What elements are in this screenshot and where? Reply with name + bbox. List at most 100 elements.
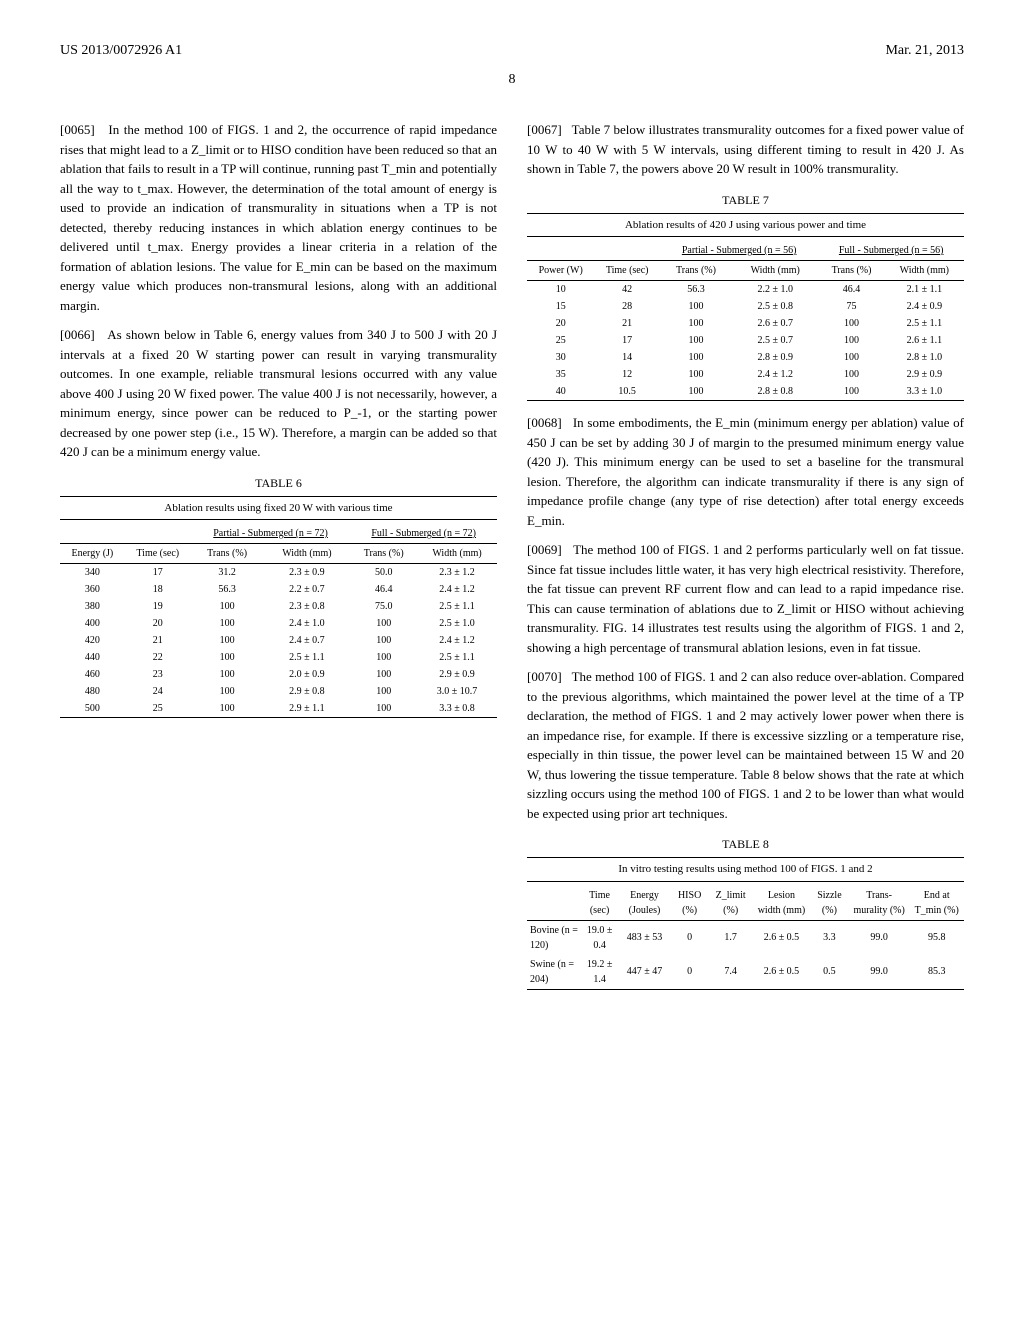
table-cell: 10: [527, 281, 594, 299]
table-cell: 56.3: [660, 281, 732, 299]
table-header-cell: Z_limit (%): [708, 886, 752, 921]
table-row: 15281002.5 ± 0.8752.4 ± 0.9: [527, 298, 964, 315]
table-cell: 14: [594, 349, 660, 366]
para-text: Table 7 below illustrates transmurality …: [527, 122, 964, 176]
table7-label: TABLE 7: [527, 191, 964, 209]
table-cell: 2.5 ± 1.1: [263, 649, 350, 666]
table7-group-full: Full - Submerged (n = 56): [818, 241, 964, 261]
table6: Partial - Submerged (n = 72) Full - Subm…: [60, 524, 497, 718]
table8: Time (sec)Energy (Joules)HISO (%)Z_limit…: [527, 886, 964, 990]
table-cell: 0: [671, 920, 709, 955]
para-text: The method 100 of FIGS. 1 and 2 can also…: [527, 669, 964, 821]
th-width2: Width (mm): [885, 261, 964, 281]
table-cell: 75.0: [350, 598, 417, 615]
table-cell: 400: [60, 615, 125, 632]
table-cell: 21: [594, 315, 660, 332]
table-cell: 99.0: [849, 920, 910, 955]
table-cell: 100: [818, 366, 884, 383]
table-cell: 100: [191, 649, 264, 666]
table-row: 500251002.9 ± 1.11003.3 ± 0.8: [60, 700, 497, 718]
table-cell: 46.4: [818, 281, 884, 299]
table-cell: 2.6 ± 0.5: [753, 955, 810, 990]
table-cell: 2.3 ± 0.8: [263, 598, 350, 615]
table-cell: 2.4 ± 1.2: [732, 366, 818, 383]
table-cell: 21: [125, 632, 191, 649]
table6-label: TABLE 6: [60, 474, 497, 492]
para-num: [0067]: [527, 122, 562, 137]
table-cell: 85.3: [909, 955, 964, 990]
table-cell: 2.6 ± 1.1: [885, 332, 964, 349]
para-num: [0070]: [527, 669, 562, 684]
table-row: 104256.32.2 ± 1.046.42.1 ± 1.1: [527, 281, 964, 299]
table-cell: 2.8 ± 1.0: [885, 349, 964, 366]
table-row: Bovine (n = 120)19.0 ± 0.4483 ± 5301.72.…: [527, 920, 964, 955]
table-cell: 100: [350, 632, 417, 649]
para-text: In some embodiments, the E_min (minimum …: [527, 415, 964, 528]
table-cell: 99.0: [849, 955, 910, 990]
table-cell: 2.4 ± 1.2: [417, 581, 497, 598]
para-num: [0066]: [60, 327, 95, 342]
th-time: Time (sec): [125, 544, 191, 564]
table-header-cell: Energy (Joules): [618, 886, 671, 921]
table-cell: 100: [191, 666, 264, 683]
table-cell: 35: [527, 366, 594, 383]
para-text: The method 100 of FIGS. 1 and 2 performs…: [527, 542, 964, 655]
table-cell: 46.4: [350, 581, 417, 598]
table-cell: 17: [125, 564, 191, 582]
table-cell: 20: [125, 615, 191, 632]
table-cell: 3.3: [810, 920, 849, 955]
table-row: 380191002.3 ± 0.875.02.5 ± 1.1: [60, 598, 497, 615]
table-cell: 40: [527, 383, 594, 401]
table-cell: 3.0 ± 10.7: [417, 683, 497, 700]
table-cell: 2.9 ± 0.9: [417, 666, 497, 683]
table6-group-full: Full - Submerged (n = 72): [350, 524, 497, 544]
para-text: In the method 100 of FIGS. 1 and 2, the …: [60, 122, 497, 313]
table-cell: 7.4: [708, 955, 752, 990]
table-cell: 19: [125, 598, 191, 615]
table-row: 440221002.5 ± 1.11002.5 ± 1.1: [60, 649, 497, 666]
table-row: 20211002.6 ± 0.71002.5 ± 1.1: [527, 315, 964, 332]
table-cell: 480: [60, 683, 125, 700]
table6-group-partial: Partial - Submerged (n = 72): [191, 524, 351, 544]
paragraph-0070: [0070] The method 100 of FIGS. 1 and 2 c…: [527, 667, 964, 823]
table-cell: 340: [60, 564, 125, 582]
table-cell: 2.4 ± 0.7: [263, 632, 350, 649]
table-cell: Swine (n = 204): [527, 955, 581, 990]
table-cell: 2.4 ± 0.9: [885, 298, 964, 315]
table-cell: 1.7: [708, 920, 752, 955]
table-cell: 2.5 ± 1.1: [885, 315, 964, 332]
table-row: 35121002.4 ± 1.21002.9 ± 0.9: [527, 366, 964, 383]
table-cell: 18: [125, 581, 191, 598]
table-cell: 100: [660, 366, 732, 383]
table-row: 25171002.5 ± 0.71002.6 ± 1.1: [527, 332, 964, 349]
table-header-cell: [527, 886, 581, 921]
table-cell: 100: [660, 349, 732, 366]
table-cell: 0: [671, 955, 709, 990]
table-cell: 2.4 ± 1.0: [263, 615, 350, 632]
table-cell: 2.8 ± 0.8: [732, 383, 818, 401]
table-cell: 2.5 ± 0.7: [732, 332, 818, 349]
publication-date: Mar. 21, 2013: [885, 40, 964, 61]
table-cell: 2.5 ± 1.1: [417, 649, 497, 666]
table-cell: 17: [594, 332, 660, 349]
table-cell: 100: [350, 666, 417, 683]
right-column: [0067] Table 7 below illustrates transmu…: [527, 120, 964, 1002]
table-cell: 2.8 ± 0.9: [732, 349, 818, 366]
table-cell: 42: [594, 281, 660, 299]
table-cell: 100: [818, 383, 884, 401]
table-cell: 50.0: [350, 564, 417, 582]
table-cell: 19.0 ± 0.4: [581, 920, 618, 955]
th-trans: Trans (%): [660, 261, 732, 281]
page-number: 8: [60, 69, 964, 90]
table-cell: 360: [60, 581, 125, 598]
table-cell: 100: [350, 700, 417, 718]
table-cell: 100: [191, 683, 264, 700]
table-row: 400201002.4 ± 1.01002.5 ± 1.0: [60, 615, 497, 632]
table-cell: 25: [125, 700, 191, 718]
table-cell: 2.2 ± 0.7: [263, 581, 350, 598]
table-header-cell: Trans-murality (%): [849, 886, 910, 921]
table6-title: Ablation results using fixed 20 W with v…: [60, 496, 497, 521]
table-row: 3601856.32.2 ± 0.746.42.4 ± 1.2: [60, 581, 497, 598]
table-cell: 483 ± 53: [618, 920, 671, 955]
paragraph-0065: [0065] In the method 100 of FIGS. 1 and …: [60, 120, 497, 315]
